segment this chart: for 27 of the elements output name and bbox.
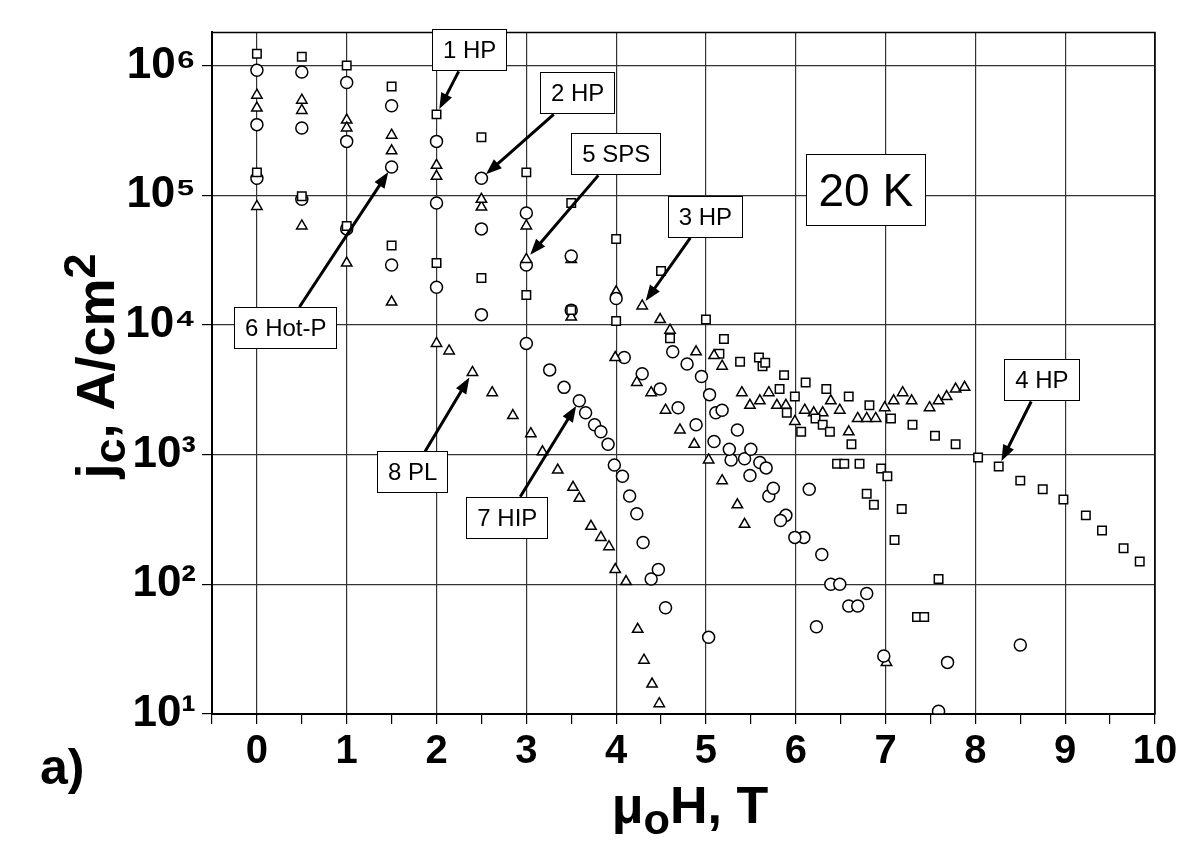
y-tick-label: 10¹ [132, 686, 196, 736]
text: 8 PL [376, 451, 449, 494]
y-tick-label: 10² [132, 556, 196, 606]
text: a) [40, 738, 85, 796]
series-label: 1 HP [432, 29, 508, 72]
x-tick-label: 10 [1132, 727, 1178, 772]
text: 7 HIP [466, 496, 549, 539]
x-tick-label: 4 [605, 727, 629, 772]
x-tick-label: 1 [335, 727, 358, 772]
x-tick-label: 0 [245, 727, 269, 772]
x-axis-title: μ$_{o}$H, T [611, 775, 769, 845]
text: 2 HP [539, 72, 616, 115]
x-tick-label: 5 [694, 727, 718, 772]
x-tick-label: 7 [874, 727, 897, 772]
x-tick-label: 2 [425, 727, 448, 772]
y-tick-label: 10⁶ [126, 37, 196, 87]
text: 5 SPS [571, 133, 662, 176]
x-tick-label: 8 [964, 727, 987, 772]
x-tick-label: 6 [784, 727, 807, 772]
x-tick-label: 9 [1054, 727, 1077, 772]
y-tick-label: 10⁵ [126, 167, 196, 217]
text: 4 HP [1004, 359, 1080, 402]
x-tick-label: 3 [515, 727, 538, 772]
annotation: 20 K [805, 154, 927, 226]
text: 6 Hot-P [234, 306, 338, 349]
text: 3 HP [667, 195, 744, 238]
y-tick-label: 10³ [132, 426, 196, 476]
